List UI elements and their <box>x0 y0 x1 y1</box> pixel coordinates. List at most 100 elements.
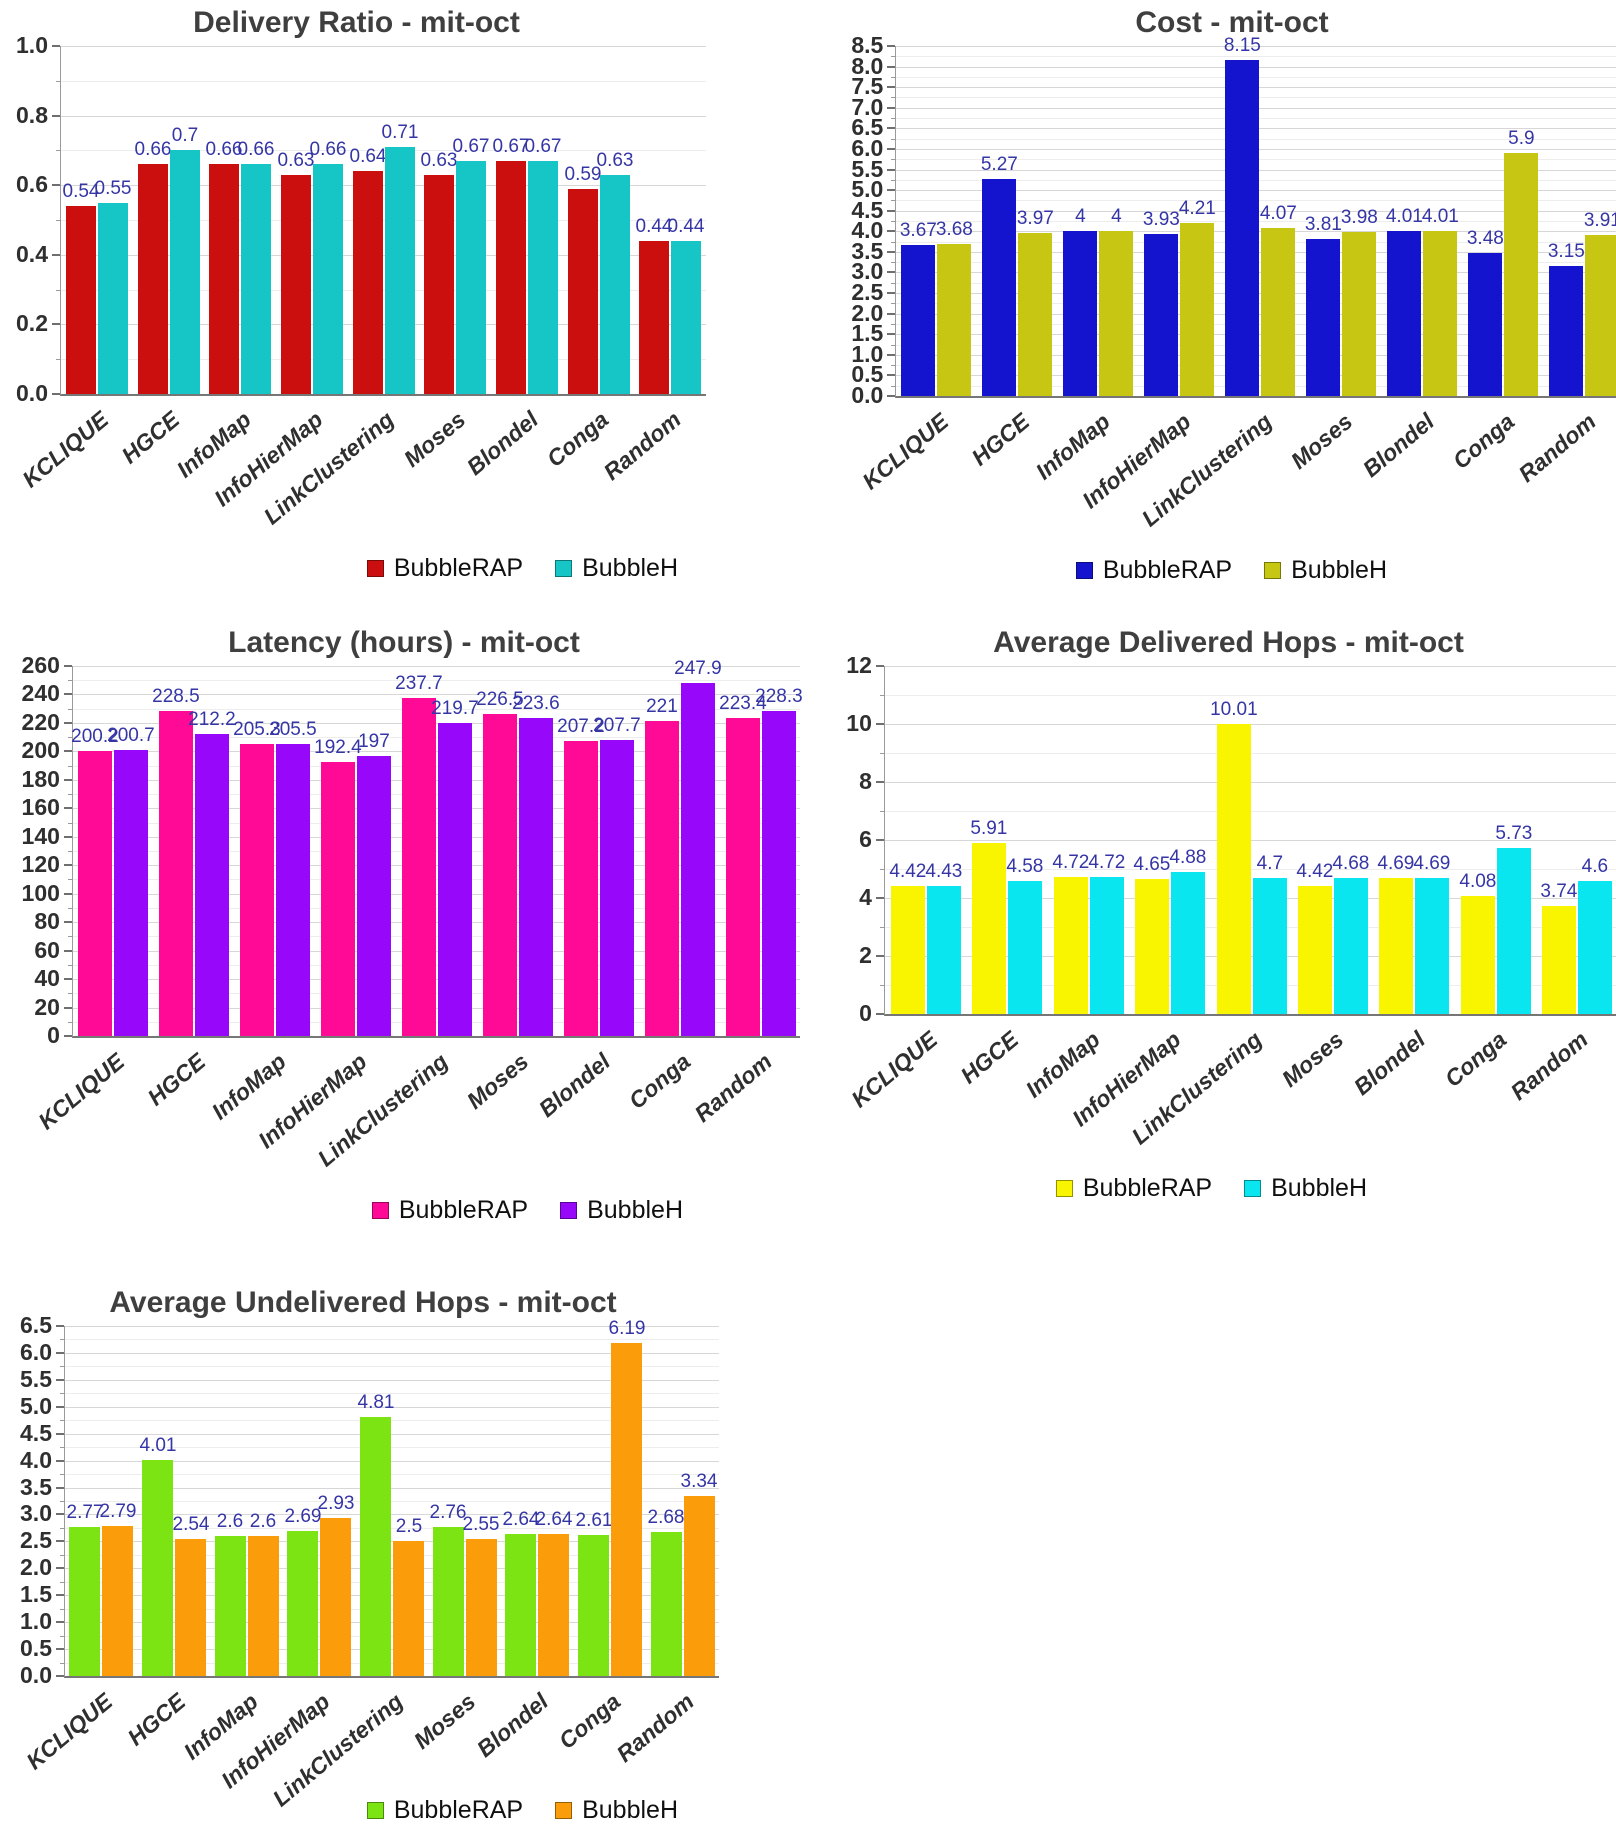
bar-value-label: 205.3 <box>233 719 281 740</box>
gridline <box>72 993 800 994</box>
gridline <box>72 808 800 809</box>
bar-bubbleh-moses <box>456 161 486 394</box>
bar-value-label: 2.79 <box>99 1501 137 1522</box>
y-tick-label: 3.5 <box>20 1473 52 1500</box>
axis-tick <box>875 839 884 841</box>
bar-bubbleh-conga <box>600 175 630 394</box>
axis-tick <box>52 45 60 47</box>
y-tick-label: 6.5 <box>851 113 884 140</box>
legend-label-bubbleh: BubbleH <box>582 554 678 582</box>
bar-bubblerap-conga <box>578 1535 609 1676</box>
bar-value-label: 6.19 <box>608 1318 646 1339</box>
axis-tick <box>63 1035 72 1037</box>
axis-tick <box>52 323 60 325</box>
bar-value-label: 2.6 <box>249 1511 277 1532</box>
axis-tick <box>887 107 896 109</box>
y-tick-label: 2.0 <box>20 1553 52 1580</box>
y-axis: 0.0 0.5 1.0 1.5 2.0 2.5 3.0 3.5 4.0 4.5 5.0 5.5 6.0 6… <box>8 1312 64 1688</box>
x-category-label: Random <box>1505 1026 1593 1106</box>
bar-value-label: 0.66 <box>134 139 172 160</box>
axis-tick <box>63 864 72 866</box>
legend-label-bubbleh: BubbleH <box>1291 556 1387 584</box>
axis-tick <box>879 927 884 928</box>
y-tick-label: 6 <box>859 825 872 852</box>
axis-tick <box>63 693 72 695</box>
axis-tick <box>56 1648 64 1650</box>
y-tick-label: 8.5 <box>851 31 884 58</box>
axis-tick <box>891 180 896 181</box>
axis-tick <box>56 1352 64 1354</box>
bar-bubblerap-hgce <box>142 1460 173 1676</box>
bar-bubbleh-random <box>671 241 701 394</box>
chart-average-undelivered-hops: Average Undelivered Hops - mit-oct 0.0 0.… <box>0 1230 800 1824</box>
y-tick-label: 3.5 <box>851 237 884 264</box>
bar-value-label: 4.81 <box>357 1392 395 1413</box>
bar-bubbleh-moses <box>466 1539 497 1676</box>
axis-tick <box>63 893 72 895</box>
bar-value-label: 223.6 <box>512 693 560 714</box>
x-category-label: Blondel <box>1357 408 1439 483</box>
x-category-label: KCLIQUE <box>32 1048 129 1135</box>
y-tick-label: 2.0 <box>851 299 884 326</box>
axis-tick <box>887 127 896 129</box>
gridline <box>65 1326 719 1327</box>
bar-value-label: 3.91 <box>1583 210 1616 231</box>
x-category-label: Blondel <box>461 406 543 481</box>
bar-bubbleh-conga <box>611 1343 642 1676</box>
bar-bubblerap-infohiermap <box>281 175 311 394</box>
legend-swatch-bubbleh <box>560 1202 578 1219</box>
gridline <box>72 737 800 738</box>
axis-tick <box>63 750 72 752</box>
bar-bubblerap-random <box>725 718 760 1036</box>
y-tick-label: 3.0 <box>20 1499 52 1526</box>
y-tick-label: 80 <box>34 907 60 934</box>
bar-bubblerap-kclique <box>901 245 936 396</box>
axis-tick <box>63 921 72 923</box>
gridline <box>65 1488 719 1489</box>
legend-swatch-bubblerap <box>1055 1180 1073 1197</box>
bar-value-label: 8.15 <box>1223 35 1261 56</box>
gridline <box>65 1649 719 1650</box>
x-category-label: Random <box>598 406 686 486</box>
bar-bubbleh-linkclustering <box>1252 878 1287 1014</box>
plot-area: 2.77 2.79 4.01 2.54 2.6 2.6 2.69 2.93 4.81 2.5 2.7… <box>64 1318 719 1678</box>
bar-value-label: 3.15 <box>1547 241 1585 262</box>
axis-tick <box>56 1379 64 1381</box>
y-tick-label: 5.5 <box>851 155 884 182</box>
gridline <box>72 936 800 937</box>
axis-tick <box>891 56 896 57</box>
legend-swatch-bubbleh <box>1264 562 1282 579</box>
bar-bubblerap-hgce <box>138 164 168 394</box>
chart-title: Latency (hours) - mit-oct <box>228 626 580 659</box>
bar-bubblerap-infomap <box>209 164 239 394</box>
y-tick-label: 6.0 <box>20 1338 52 1365</box>
gridline <box>65 1595 719 1596</box>
axis-tick <box>879 811 884 812</box>
bar-bubblerap-random <box>651 1532 682 1676</box>
bar-value-label: 4.69 <box>1413 853 1451 874</box>
bar-bubbleh-hgce <box>194 734 229 1036</box>
y-tick-label: 4.5 <box>20 1419 52 1446</box>
gridline <box>72 908 800 909</box>
y-axis: 0 20 40 60 80 100 120 140 160 180 200 220 240 260 <box>8 652 72 1048</box>
axis-tick <box>891 97 896 98</box>
axis-tick <box>879 869 884 870</box>
bar-bubblerap-kclique <box>69 1527 100 1676</box>
y-tick-label: 0.5 <box>20 1634 52 1661</box>
axis-tick <box>887 189 896 191</box>
bar-bubbleh-random <box>1585 235 1616 396</box>
y-axis: 0.0 0.5 1.0 1.5 2.0 2.5 3.0 3.5 4.0 4.5 5.0 5.5 6.0 6… <box>840 32 896 408</box>
axis-tick <box>56 1325 64 1327</box>
y-axis: 0 2 4 6 8 10 12 <box>840 652 884 1026</box>
axis-tick <box>875 781 884 783</box>
axis-tick <box>60 1474 64 1475</box>
axis-tick <box>60 1528 64 1529</box>
x-category-label: Moses <box>1286 408 1358 474</box>
bar-bubbleh-blondel <box>599 740 634 1036</box>
bar-bubblerap-moses <box>424 175 454 394</box>
bar-bubblerap-infohiermap <box>320 762 355 1036</box>
axis-tick <box>67 879 72 880</box>
gridline <box>72 979 800 980</box>
x-axis-labels: KCLIQUE HGCE InfoMap InfoHierMap LinkCluster… <box>17 396 705 546</box>
bar-bubblerap-kclique <box>890 886 925 1014</box>
